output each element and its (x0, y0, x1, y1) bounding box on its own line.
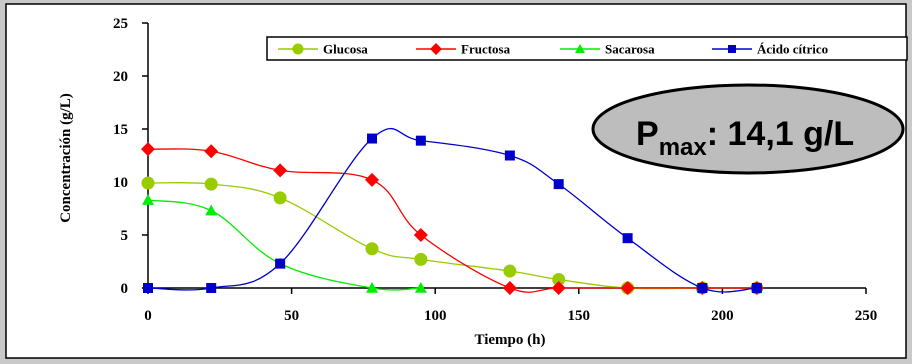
pmax-subscript: max (659, 134, 708, 161)
data-point-fructosa (273, 163, 288, 178)
series-layer (141, 127, 764, 295)
pmax-label: Pmax: 14,1 g/L (636, 115, 854, 161)
series-line-fructosa (147, 148, 757, 293)
data-point-fructosa (502, 281, 517, 295)
legend-label-sacarosa: Sacarosa (605, 42, 655, 57)
data-point-fructosa (141, 142, 155, 157)
y-tick-label: 5 (121, 228, 129, 244)
series-line--cido-c-trico (147, 127, 757, 293)
data-point--cido-c-trico (697, 283, 708, 293)
data-point--cido-c-trico (553, 179, 564, 190)
data-point-glucosa (414, 252, 428, 266)
data-point-glucosa (365, 242, 379, 256)
pmax-ellipse (591, 83, 905, 175)
data-point-glucosa (273, 191, 287, 205)
legend: Glucosa Fructosa Sacarosa Ácido cítrico (266, 36, 908, 61)
data-point--cido-c-trico (504, 150, 515, 161)
y-tick-label: 20 (113, 69, 128, 85)
legend-label-glucosa: Glucosa (323, 42, 368, 57)
data-point--cido-c-trico (415, 135, 426, 146)
data-point--cido-c-trico (206, 283, 217, 293)
data-point-glucosa (141, 176, 155, 190)
x-tick-label: 200 (711, 308, 734, 324)
legend-marker-sacarosa (575, 44, 585, 53)
data-point-fructosa (365, 172, 380, 187)
data-point--cido-c-trico (367, 133, 378, 144)
x-tick-label: 100 (424, 308, 447, 324)
legend-marker-glucosa (292, 43, 304, 55)
legend-label--cido-c-trico: Ácido cítrico (757, 42, 828, 57)
legend-item--cido-c-trico: Ácido cítrico (712, 42, 828, 57)
data-point-sacarosa (414, 282, 427, 293)
data-point-fructosa (551, 281, 566, 295)
x-tick-label: 150 (568, 308, 591, 324)
data-point-glucosa (204, 177, 218, 191)
x-tick-label: 250 (855, 308, 878, 324)
legend-marker-fructosa (430, 43, 442, 55)
x-axis-title: Tiempo (h) (475, 332, 546, 348)
legend-marker--cido-c-trico (728, 45, 736, 53)
data-point-sacarosa (142, 194, 154, 205)
series--cido-c-trico (143, 127, 762, 293)
x-tick-label: 50 (284, 308, 299, 324)
data-point-fructosa (620, 281, 635, 295)
chart-area (5, 3, 907, 359)
data-point-fructosa (413, 228, 428, 242)
pmax-p: P (636, 115, 659, 153)
legend-item-glucosa: Glucosa (278, 42, 368, 57)
data-point-sacarosa (366, 282, 379, 293)
data-point-fructosa (204, 144, 219, 159)
y-tick-label: 15 (113, 122, 128, 138)
pmax-value: : 14,1 g/L (707, 115, 854, 153)
data-point--cido-c-trico (275, 258, 286, 269)
pmax-annotation: Pmax: 14,1 g/L (591, 83, 905, 175)
data-point--cido-c-trico (751, 283, 762, 293)
data-point--cido-c-trico (622, 233, 633, 244)
series-fructosa (141, 142, 764, 295)
y-tick-label: 0 (121, 281, 129, 297)
data-point--cido-c-trico (143, 283, 153, 293)
legend-item-fructosa: Fructosa (416, 42, 511, 57)
legend-label-fructosa: Fructosa (461, 42, 511, 57)
y-tick-label: 10 (113, 175, 128, 191)
data-point-glucosa (503, 264, 517, 278)
x-tick-label: 0 (144, 308, 152, 324)
legend-item-sacarosa: Sacarosa (560, 42, 655, 57)
y-axis-title: Concentración (g/L) (58, 93, 74, 223)
data-point-sacarosa (205, 204, 218, 216)
y-tick-label: 25 (113, 16, 128, 32)
